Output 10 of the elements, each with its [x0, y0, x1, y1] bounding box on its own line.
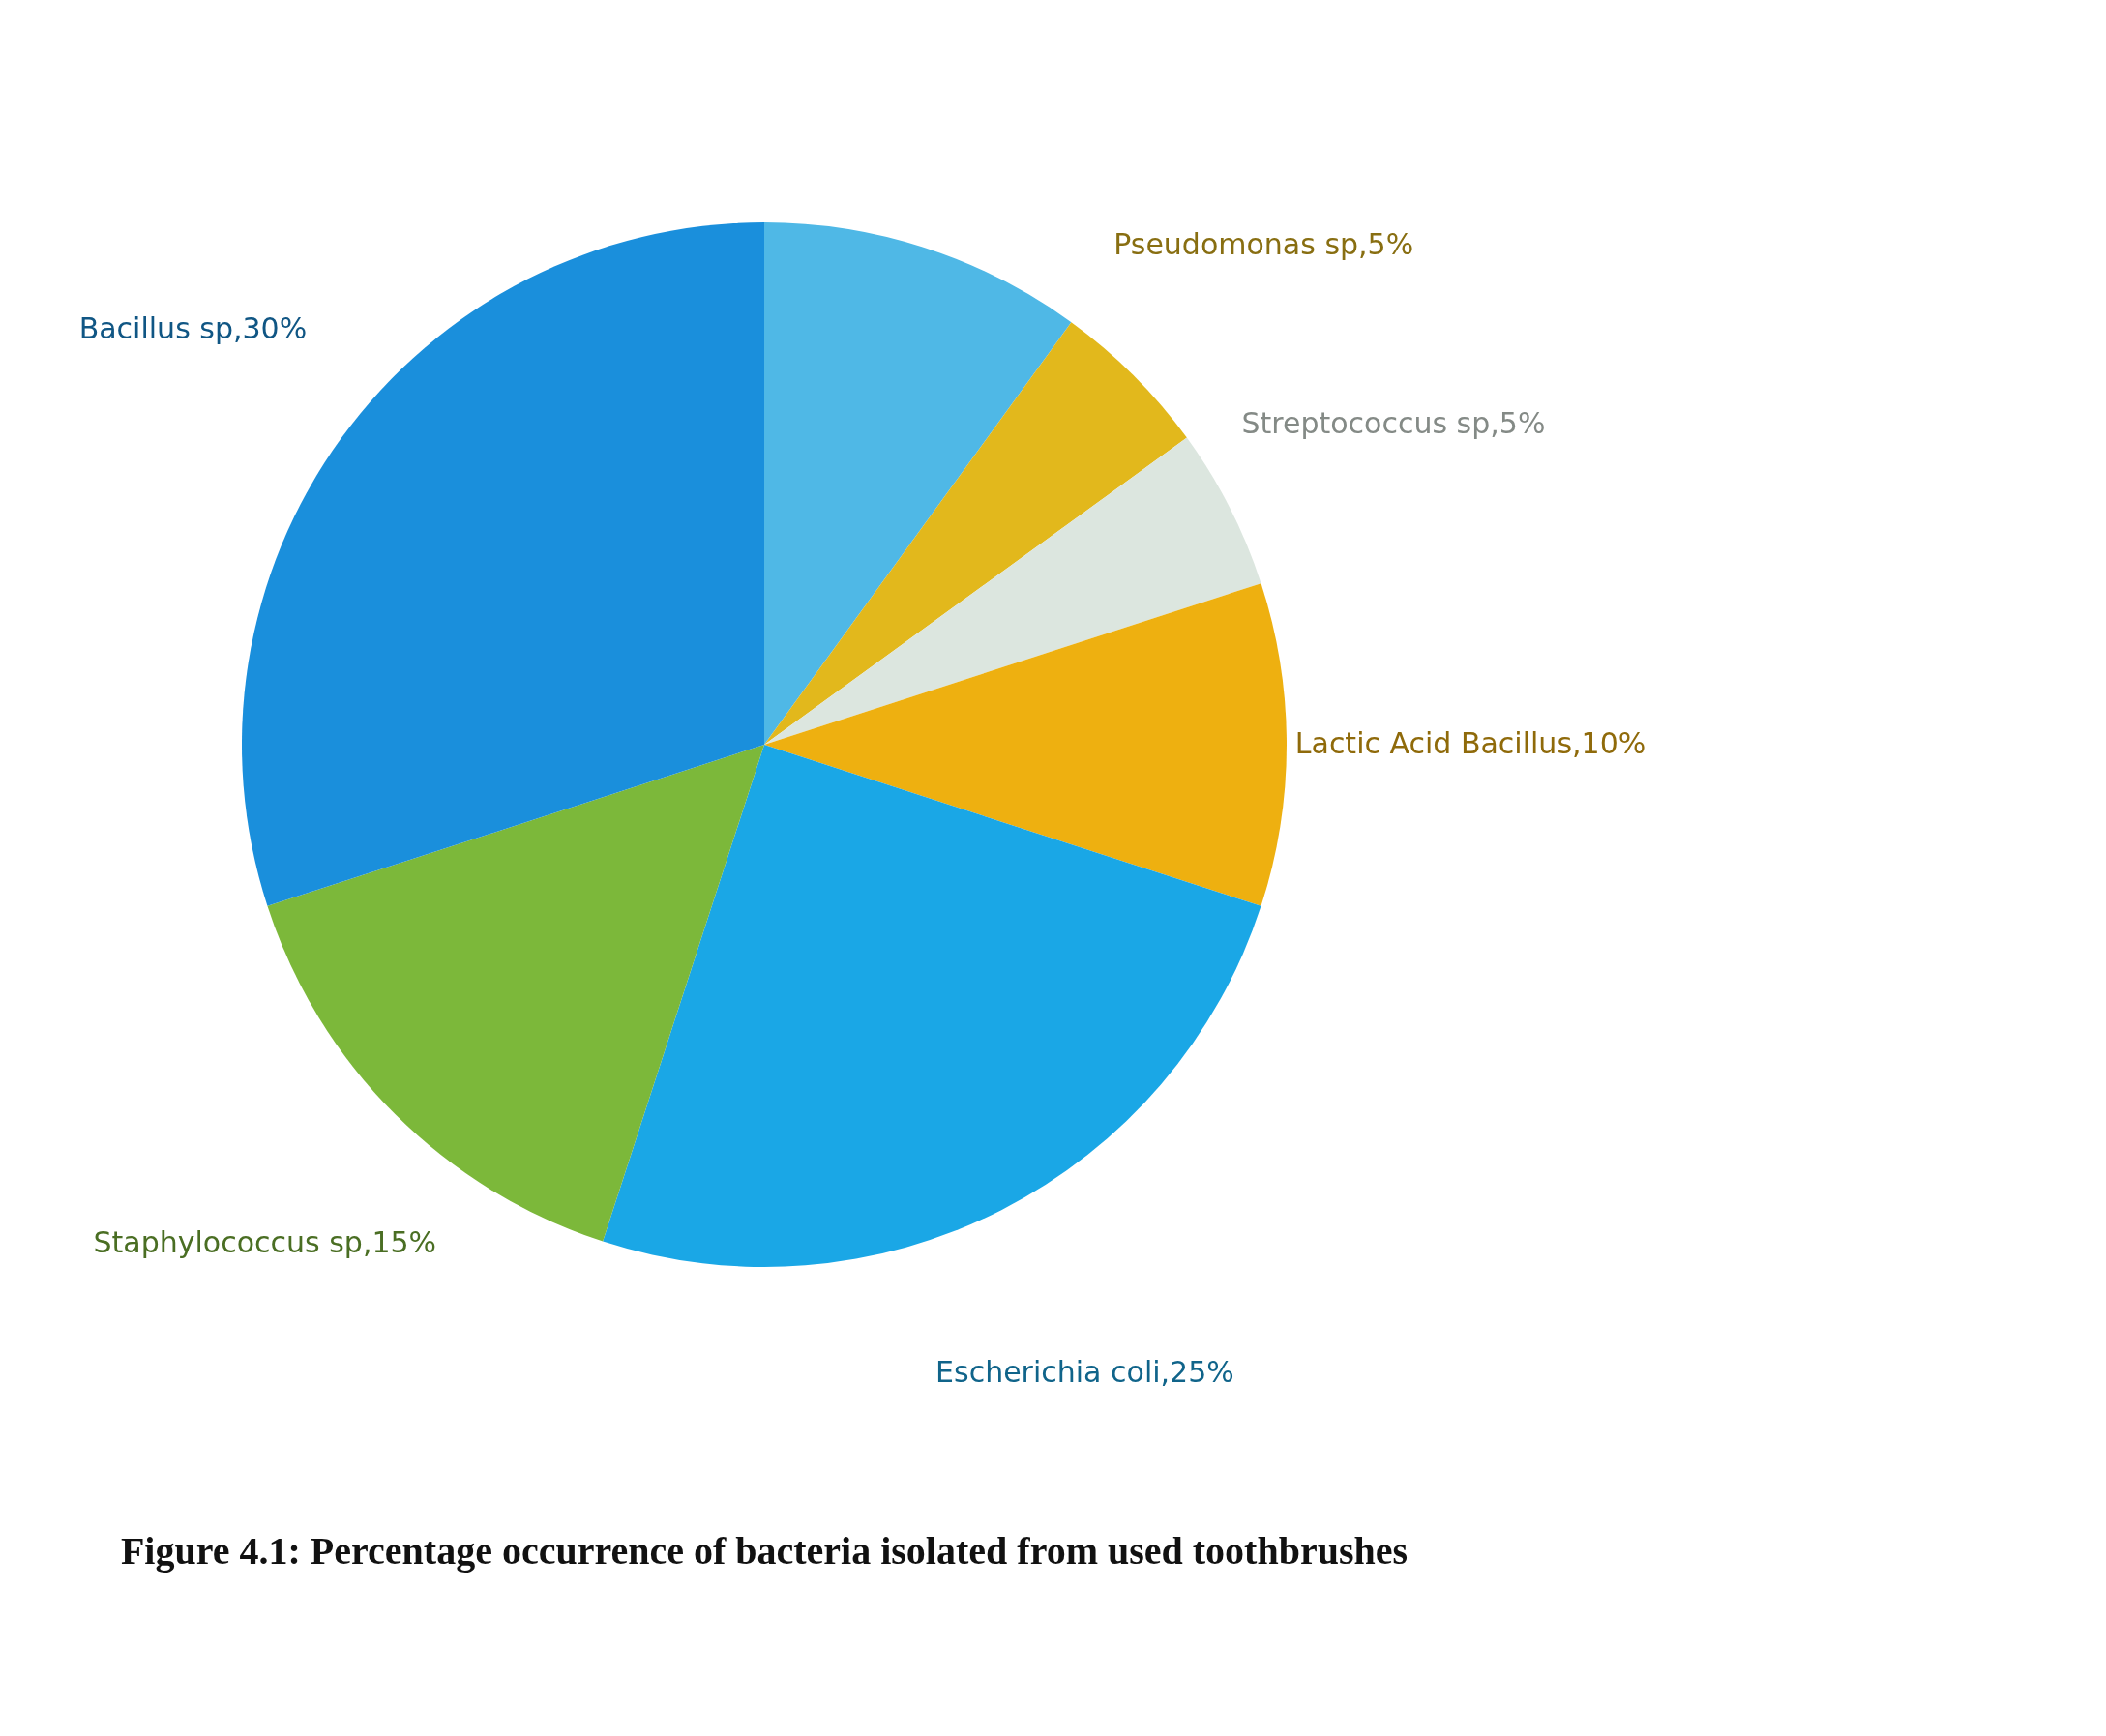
slice-label: Bacillus sp,30% — [78, 310, 308, 345]
slice-label: Streptococcus sp,5% — [1241, 405, 1546, 440]
slice-label: Lactic Acid Bacillus,10% — [1294, 726, 1646, 760]
slice-label: Escherichia coli,25% — [935, 1355, 1234, 1390]
slice-label: Pseudomonas sp,5% — [1113, 226, 1414, 261]
slice-label: Staphylococcus sp,15% — [93, 1225, 437, 1260]
pie-slice — [764, 437, 1261, 745]
pie-slice — [603, 745, 1261, 1267]
pie-slice — [764, 222, 1072, 745]
text: Figure 4.1: Percentage occurrence of bacteria isolated from used toothbrushes — [120, 1529, 1409, 1574]
